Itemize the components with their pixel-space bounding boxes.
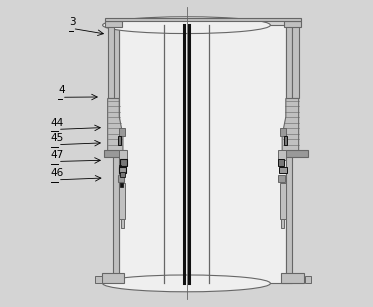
Bar — [119, 128, 125, 136]
Bar — [120, 173, 125, 177]
Bar — [121, 219, 124, 228]
Bar — [108, 24, 115, 99]
Bar — [284, 136, 287, 145]
Bar — [278, 150, 286, 160]
Bar — [278, 159, 284, 166]
Bar — [284, 21, 301, 27]
Bar — [278, 175, 285, 182]
Text: 45: 45 — [50, 133, 64, 143]
Bar — [118, 175, 125, 182]
Bar — [119, 25, 286, 283]
Bar — [101, 273, 125, 283]
Text: 46: 46 — [50, 168, 64, 178]
Text: 47: 47 — [50, 150, 64, 160]
Bar — [118, 136, 121, 145]
Bar — [281, 219, 284, 228]
Bar — [105, 18, 301, 21]
Bar — [119, 150, 127, 160]
Text: 4: 4 — [58, 85, 65, 95]
Bar — [305, 276, 311, 283]
Ellipse shape — [103, 17, 270, 33]
Polygon shape — [108, 99, 123, 155]
Bar — [104, 150, 126, 157]
Text: 44: 44 — [50, 118, 64, 127]
Bar — [280, 183, 286, 219]
Bar — [286, 25, 292, 283]
Bar — [120, 159, 126, 166]
Bar — [279, 167, 287, 173]
Text: 3: 3 — [69, 17, 75, 27]
Bar — [113, 25, 119, 283]
Bar — [292, 24, 299, 99]
Bar — [95, 276, 101, 283]
Bar — [119, 165, 121, 167]
Bar — [286, 150, 308, 157]
Bar — [119, 183, 125, 219]
Polygon shape — [282, 99, 299, 155]
Bar — [120, 184, 123, 187]
Bar — [119, 167, 126, 173]
Ellipse shape — [103, 275, 270, 292]
Bar — [105, 21, 122, 27]
Bar — [280, 128, 286, 136]
Bar — [281, 273, 304, 283]
